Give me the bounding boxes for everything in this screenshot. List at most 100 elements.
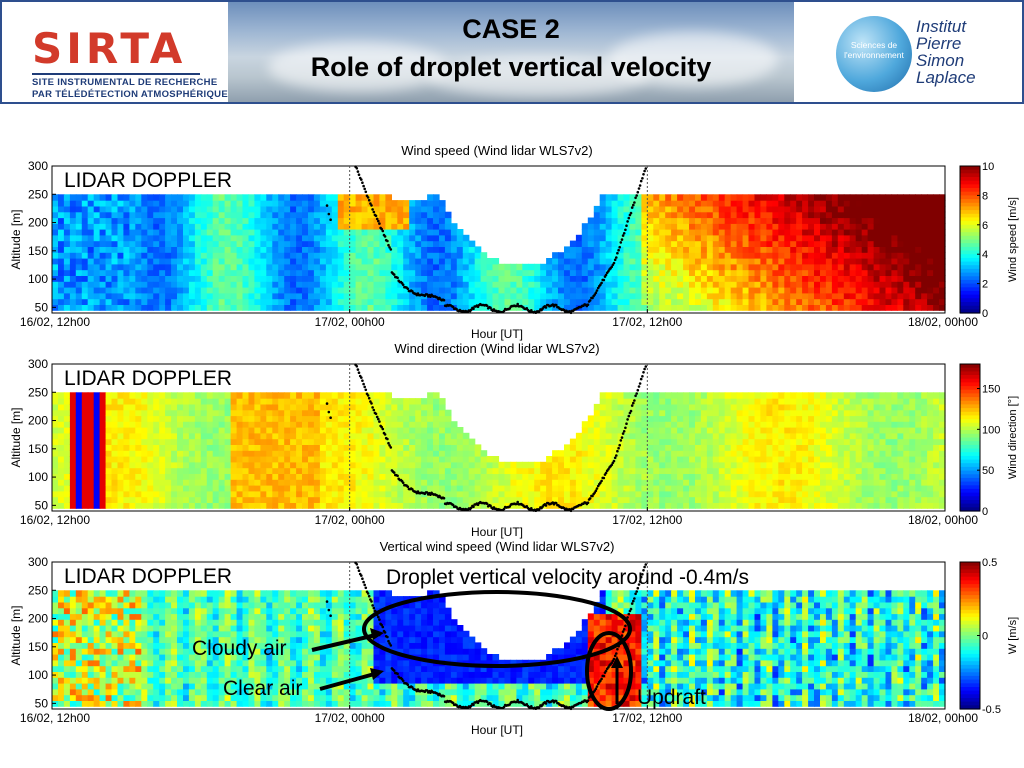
heatmap-cell [367,287,375,294]
heatmap-cell [349,502,357,509]
heatmap-cell [63,281,71,288]
heatmap-cell [343,287,351,294]
heatmap-cell [159,461,166,469]
heatmap-cell [724,258,732,265]
heatmap-cell [605,252,613,259]
heatmap-cell [135,398,142,405]
heatmap-cell [93,223,101,230]
heatmap-cell [308,467,315,474]
heatmap-cell [248,263,256,271]
heatmap-cell [153,450,160,457]
heatmap-cell [183,502,190,509]
heatmap-cell [349,275,357,282]
heatmap-cell [683,304,690,311]
heatmap-cell [319,421,327,428]
heatmap-cell [123,298,130,305]
heatmap-cell [123,415,130,422]
heatmap-cell [444,444,452,451]
heatmap-cell [474,485,482,492]
lidar-charts: Wind speed (Wind lidar WLS7v2)5010015020… [9,143,1019,737]
heatmap-cell [427,415,434,422]
heatmap-cell [230,444,238,451]
heatmap-cell [659,211,666,219]
heatmap-cell [671,258,678,265]
heatmap-cell [909,240,916,247]
heatmap-cell [290,438,297,445]
heatmap-cell [611,438,619,445]
heatmap-cell [290,421,297,428]
heatmap-cell [831,229,839,236]
heatmap-cell [248,252,256,259]
heatmap-cell [843,200,851,207]
heatmap-cell [81,432,89,440]
heatmap-cell [909,246,916,253]
heatmap-cell [52,490,59,498]
heatmap-cell [331,269,339,276]
heatmap-cell [188,200,196,207]
heatmap-cell [617,205,625,213]
heatmap-cell [825,287,833,294]
heatmap-cell [778,281,785,288]
heatmap-cell [522,473,529,480]
heatmap-cell [278,398,285,405]
heatmap-cell [230,502,238,509]
heatmap-cell [617,223,625,230]
heatmap-cell [171,398,178,405]
heatmap-cell [778,246,785,253]
heatmap-cell [242,211,250,219]
heatmap-cell [331,205,339,213]
heatmap-cell [528,287,535,294]
heatmap-cell [212,461,220,469]
heatmap-cell [355,258,363,265]
heatmap-cell [105,292,113,300]
heatmap-cell [730,281,738,288]
heatmap-cell [671,194,678,201]
heatmap-cell [611,240,619,247]
heatmap-cell [754,234,762,242]
heatmap-cell [230,415,238,422]
heatmap-cell [474,490,482,498]
heatmap-cell [111,409,119,417]
heatmap-cell [105,246,113,253]
heatmap-cell [665,427,672,434]
heatmap-cell [492,473,500,480]
heatmap-cell [63,298,71,305]
heatmap-cell [343,269,351,276]
heatmap-cell [141,398,148,405]
heatmap-cell [343,444,351,451]
heatmap-cell [188,258,196,265]
heatmap-cell [75,403,83,411]
heatmap-cell [778,194,785,201]
heatmap-cell [52,403,59,411]
heatmap-cell [69,194,77,201]
heatmap-cell [69,275,77,282]
heatmap-cell [135,456,142,463]
heatmap-cell [629,252,637,259]
heatmap-cell [236,269,244,276]
heatmap-cell [468,287,476,294]
heatmap-cell [569,473,577,480]
x-tick-label: 18/02, 00h00 [908,315,978,329]
heatmap-cell [611,496,619,503]
heatmap-cell [671,223,678,230]
heatmap-cell [415,409,422,417]
heatmap-cell [629,194,637,201]
colorbar-swatch [960,279,980,285]
heatmap-cell [194,240,202,247]
heatmap-cell [93,246,101,253]
heatmap-cell [290,444,297,451]
heatmap-cell [355,211,363,219]
heatmap-cell [933,281,940,288]
heatmap-cell [605,432,613,440]
heatmap-cell [308,275,315,282]
heatmap-cell [212,287,220,294]
heatmap-cell [159,200,166,207]
heatmap-cell [802,234,809,242]
heatmap-cell [825,205,833,213]
heatmap-cell [427,263,434,271]
heatmap-cell [171,240,178,247]
heatmap-cell [165,485,172,492]
heatmap-cell [885,258,893,265]
heatmap-cell [671,252,678,259]
heatmap-cell [796,246,803,253]
